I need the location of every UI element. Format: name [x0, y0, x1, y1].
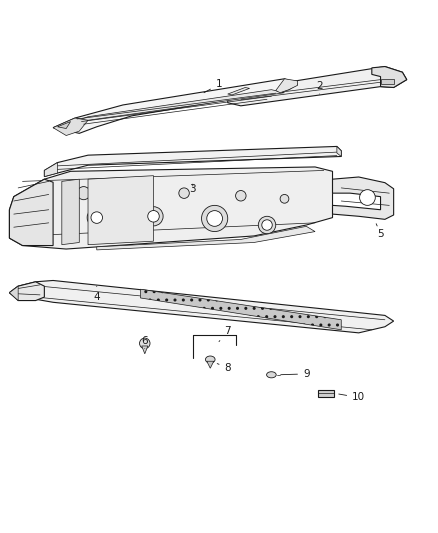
Text: 7: 7 — [219, 326, 231, 342]
Polygon shape — [141, 289, 341, 330]
Polygon shape — [53, 79, 297, 133]
Ellipse shape — [205, 356, 215, 363]
Text: 3: 3 — [190, 184, 196, 194]
Circle shape — [148, 211, 159, 222]
Text: 6: 6 — [141, 336, 148, 349]
Polygon shape — [207, 361, 214, 368]
Circle shape — [134, 186, 147, 198]
Polygon shape — [97, 227, 315, 250]
Text: 2: 2 — [316, 81, 323, 94]
Polygon shape — [44, 163, 57, 176]
Text: 8: 8 — [217, 363, 231, 373]
Polygon shape — [381, 79, 394, 84]
Circle shape — [87, 208, 106, 227]
Text: 10: 10 — [339, 392, 365, 402]
Polygon shape — [62, 90, 285, 129]
Text: 4: 4 — [93, 286, 100, 302]
Text: 1: 1 — [204, 79, 223, 93]
Polygon shape — [57, 122, 71, 128]
Polygon shape — [228, 67, 407, 106]
Circle shape — [360, 190, 375, 205]
Polygon shape — [318, 390, 334, 398]
Polygon shape — [10, 167, 332, 249]
Circle shape — [109, 186, 120, 197]
Ellipse shape — [267, 372, 276, 378]
Circle shape — [144, 207, 163, 226]
Polygon shape — [88, 176, 153, 245]
Circle shape — [179, 188, 189, 198]
Circle shape — [91, 212, 102, 223]
Polygon shape — [142, 346, 148, 354]
Circle shape — [280, 195, 289, 203]
Polygon shape — [10, 280, 394, 333]
Polygon shape — [228, 87, 250, 95]
Circle shape — [262, 220, 272, 230]
Polygon shape — [62, 179, 79, 245]
Polygon shape — [276, 79, 297, 93]
Polygon shape — [10, 179, 53, 246]
Polygon shape — [44, 147, 341, 176]
Polygon shape — [332, 177, 394, 220]
Polygon shape — [337, 147, 341, 157]
Circle shape — [140, 338, 150, 349]
Text: 5: 5 — [376, 224, 384, 239]
Text: 9: 9 — [281, 369, 310, 379]
Circle shape — [77, 187, 90, 200]
Circle shape — [207, 211, 223, 227]
Polygon shape — [53, 118, 88, 135]
Circle shape — [258, 216, 276, 234]
Polygon shape — [10, 282, 44, 301]
Polygon shape — [372, 67, 407, 87]
Circle shape — [236, 190, 246, 201]
Circle shape — [201, 205, 228, 231]
Polygon shape — [10, 286, 18, 301]
